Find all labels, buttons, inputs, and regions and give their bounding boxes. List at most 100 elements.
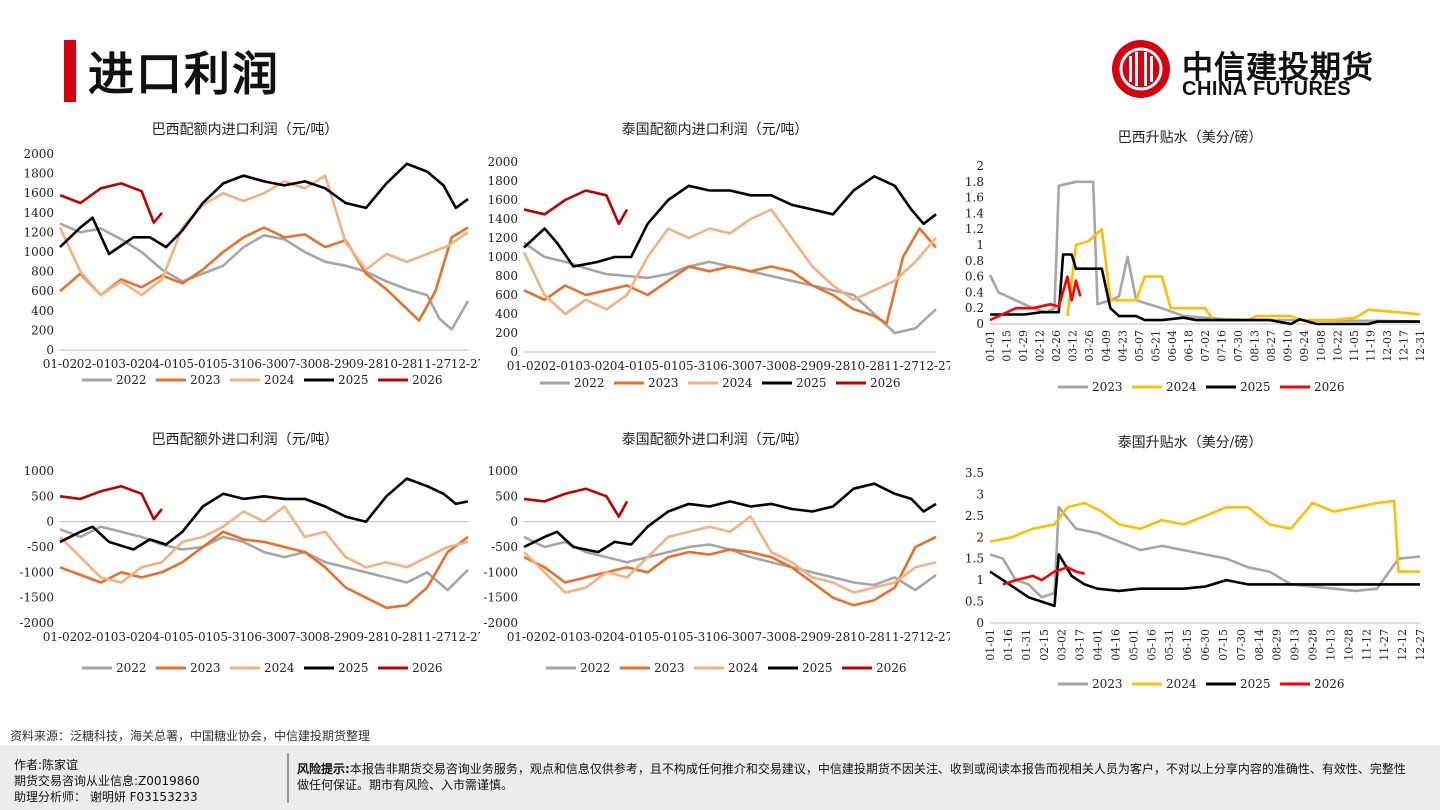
x-tick-label: 05-31 <box>213 357 248 371</box>
legend-label: 2022 <box>574 376 605 390</box>
y-tick-label: 400 <box>31 304 54 318</box>
chart-thailand-in-quota-profit: 泰国配额内进口利润（元/吨）20001800160014001200100080… <box>487 122 950 390</box>
x-tick-label: 03-02 <box>1056 629 1069 661</box>
x-tick-label: 03-26 <box>1083 330 1096 362</box>
chart-thailand-out-quota-profit: 泰国配额外进口利润（元/吨） 1000 500 0 -500 -1000 -1500 -200… <box>483 432 950 675</box>
x-tick-label: 01-02 <box>507 359 542 373</box>
series-line-2024 <box>59 505 469 584</box>
x-tick-label: 05-21 <box>1149 330 1162 362</box>
x-tick-label: 01-16 <box>1002 629 1015 661</box>
y-tick-label: 1.5 <box>965 552 984 566</box>
x-tick-label: 12-27 <box>451 357 480 371</box>
y-tick-label: 1000 <box>487 250 518 264</box>
x-tick-label: 12-03 <box>1381 330 1394 362</box>
assistant-analyst: 助理分析师： 谢明妍 F03153233 <box>14 790 198 804</box>
series-line-2024 <box>523 515 937 594</box>
author-info: 作者:陈家谊 期货交易咨询从业信息:Z0019860 助理分析师： 谢明妍 F0… <box>14 757 200 805</box>
series-line-2025 <box>59 162 469 256</box>
series-line-2022 <box>523 241 937 335</box>
x-tick-label: 08-29 <box>1271 629 1284 661</box>
chart-title: 巴西配额外进口利润（元/吨） <box>152 432 339 448</box>
x-tick-label: 06-15 <box>1181 629 1194 661</box>
series-line-2022 <box>59 222 470 331</box>
title-accent-bar <box>64 40 76 102</box>
license-number: 期货交易咨询从业信息:Z0019860 <box>14 774 200 788</box>
x-tick-label: 02-12 <box>1034 330 1047 362</box>
x-tick-label: 07-16 <box>1216 330 1229 362</box>
legend-label: 2022 <box>580 661 611 675</box>
x-tick-label: 01-01 <box>984 330 997 362</box>
y-tick-label: 1400 <box>487 212 518 226</box>
x-tick-label: 05-31 <box>213 630 248 644</box>
y-tick-label: 2000 <box>487 155 518 169</box>
series-line-2024 <box>1066 227 1421 322</box>
y-tick-label: 1600 <box>487 193 518 207</box>
series-line-2026 <box>523 189 629 226</box>
legend-label: 2026 <box>412 661 443 675</box>
legend-label: 2023 <box>648 376 679 390</box>
series-line-2023 <box>523 535 937 607</box>
legend-label: 2025 <box>338 661 369 675</box>
x-tick-label: 04-01 <box>145 357 180 371</box>
x-tick-label: 12-27 <box>1414 629 1427 661</box>
x-tick-label: 09-13 <box>1289 629 1302 661</box>
x-tick-label: 12-17 <box>1397 330 1410 362</box>
legend-label: 2024 <box>1166 380 1197 394</box>
legend-label: 2022 <box>116 661 147 675</box>
y-tick-label: 0.6 <box>965 270 984 284</box>
legend-label: 2025 <box>1240 380 1271 394</box>
x-tick-label: 11-27 <box>1378 629 1391 661</box>
x-tick-label: 02-26 <box>1050 330 1063 362</box>
x-tick-label: 11-19 <box>1364 330 1377 362</box>
brand-name-en: CHINA FUTURES <box>1182 78 1352 100</box>
x-tick-label: 05-01 <box>644 359 679 373</box>
legend-label: 2024 <box>728 661 759 675</box>
x-tick-label: 06-30 <box>713 359 748 373</box>
legend-label: 2024 <box>264 661 295 675</box>
x-tick-label: 02-15 <box>1038 629 1051 661</box>
y-tick-label: 0 <box>510 345 518 359</box>
x-tick-label: 05-01 <box>179 630 214 644</box>
x-tick-label: 11-27 <box>417 630 452 644</box>
y-tick-label: 0 <box>976 616 984 630</box>
x-tick-label: 01-15 <box>1001 330 1014 362</box>
x-tick-label: 09-28 <box>349 630 384 644</box>
x-tick-label: 12-27 <box>451 630 480 644</box>
x-tick-label: 02-01 <box>77 357 112 371</box>
x-tick-label: 05-01 <box>1127 629 1140 661</box>
x-tick-label: 05-07 <box>1133 330 1146 362</box>
x-tick-label: 06-04 <box>1166 330 1179 362</box>
y-tick-label: 3 <box>976 487 984 501</box>
legend-label: 2024 <box>722 376 753 390</box>
x-tick-label: 08-29 <box>315 357 350 371</box>
y-tick-label: 400 <box>495 307 518 321</box>
x-tick-label: 12-12 <box>1396 629 1409 661</box>
y-tick-label: 1.8 <box>965 175 984 189</box>
y-tick-label: 1.4 <box>965 206 984 220</box>
y-tick-label: 500 <box>495 489 518 503</box>
series-line-2025 <box>523 175 937 268</box>
series-line-2025 <box>523 482 937 554</box>
x-tick-label: 04-01 <box>610 359 645 373</box>
x-tick-label: 04-09 <box>1100 330 1113 362</box>
x-tick-label: 11-27 <box>884 630 919 644</box>
x-tick-label: 07-30 <box>1232 330 1245 362</box>
x-tick-label: 04-23 <box>1116 330 1129 362</box>
x-tick-label: 01-02 <box>43 357 78 371</box>
y-tick-label: 800 <box>495 269 518 283</box>
x-tick-label: 07-15 <box>1217 629 1230 661</box>
x-tick-label: 02-01 <box>541 359 576 373</box>
brand-logo: 中信建投期货 CHINA FUTURES <box>1110 38 1410 104</box>
y-tick-label: 2000 <box>23 147 54 161</box>
legend-label: 2023 <box>654 661 685 675</box>
x-tick-label: 01-29 <box>1017 330 1030 362</box>
y-tick-label: 1200 <box>23 225 54 239</box>
x-tick-label: 05-31 <box>678 630 713 644</box>
x-tick-label: 08-13 <box>1249 330 1262 362</box>
legend-label: 2025 <box>338 373 369 387</box>
y-tick-label: 1 <box>976 238 984 252</box>
x-tick-label: 01-31 <box>1020 629 1033 661</box>
x-tick-label: 10-28 <box>383 630 418 644</box>
x-tick-label: 07-02 <box>1199 330 1212 362</box>
x-tick-label: 04-01 <box>610 630 645 644</box>
